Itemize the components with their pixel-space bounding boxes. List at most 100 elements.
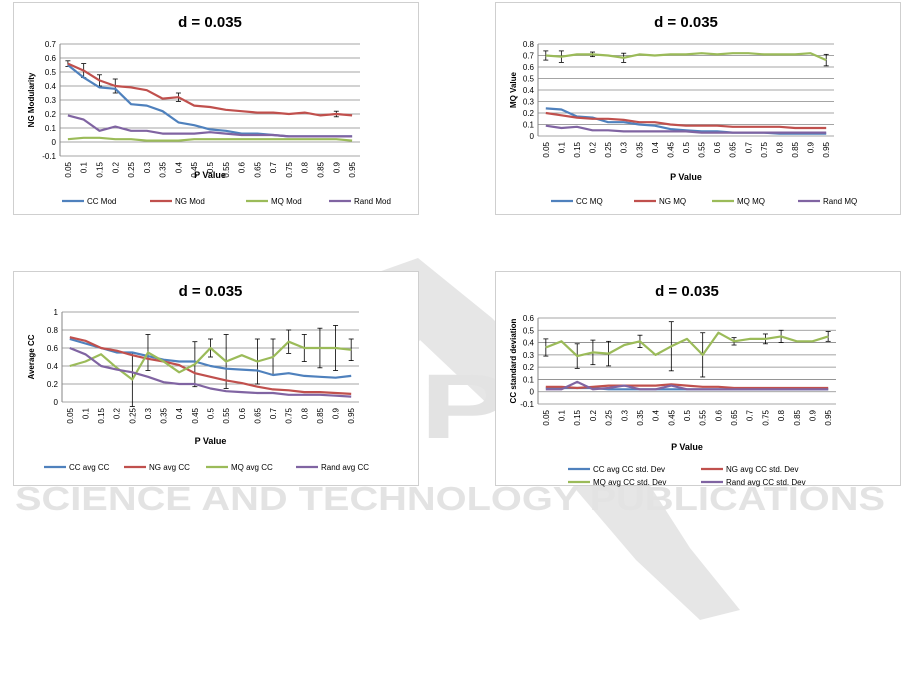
y-tick-label: 0.6	[45, 54, 57, 63]
x-tick-label: 0.85	[316, 407, 325, 423]
x-tick-label: 0.05	[542, 409, 551, 425]
x-tick-label: 0.8	[301, 161, 310, 173]
x-tick-label: 0.75	[285, 407, 294, 423]
y-tick-label: 0.2	[45, 110, 57, 119]
chart-panel-average-cc: d = 0.035 1 0.8 0.6 0.4 0.2 0 0.05 0.1 0.15 0.2 0.2…	[13, 271, 419, 486]
x-tick-label: 0.75	[760, 141, 769, 157]
chart-panel-mq-value: d = 0.035 0.8 0.7 0.6 0.5 0.4 0.3 0.2 0.1 0 0.05 0.…	[495, 2, 901, 215]
x-tick-label: 0.4	[652, 409, 661, 421]
x-tick-label: 0.1	[557, 141, 566, 153]
chart-title: d = 0.035	[179, 283, 243, 300]
chart-title: d = 0.035	[178, 14, 242, 31]
x-tick-label: 0.65	[253, 407, 262, 423]
y-tick-label: 0.3	[523, 98, 535, 107]
x-tick-label: 0.45	[667, 409, 676, 425]
y-axis-label: MQ Value	[509, 71, 518, 108]
y-tick-label: 0.8	[523, 40, 535, 49]
series-line	[545, 111, 827, 130]
y-tick-label: 0.7	[45, 40, 57, 49]
series-line	[69, 336, 352, 395]
series-line	[545, 52, 827, 62]
x-tick-label: 0.45	[190, 161, 199, 177]
x-tick-label: 0.9	[332, 161, 341, 173]
x-tick-label: 0.7	[746, 409, 755, 421]
legend-label: NG Mod	[175, 197, 205, 206]
x-tick-label: 0.3	[620, 409, 629, 421]
chart-cc-standard-deviation: d = 0.035 0.6 0.5 0.4 0.3 0.2 0.1 0 -0.1 0.05 0.1 0…	[509, 283, 836, 487]
x-axis-label: P Value	[194, 170, 226, 180]
x-tick-label: 0.5	[683, 409, 692, 421]
y-tick-label: 0.1	[523, 121, 535, 130]
chart-title: d = 0.035	[654, 14, 718, 31]
x-tick-label: 0.05	[64, 161, 73, 177]
x-tick-label: 0.2	[113, 407, 122, 419]
y-tick-label: -0.1	[42, 152, 56, 161]
chart-average-cc: d = 0.035 1 0.8 0.6 0.4 0.2 0 0.05 0.1 0.15 0.2 0.2…	[27, 283, 369, 472]
series-line	[545, 380, 829, 391]
y-tick-label: 0.3	[45, 96, 57, 105]
y-tick-label: 0.6	[523, 63, 535, 72]
x-tick-label: 0.9	[808, 409, 817, 421]
x-tick-label: 0.8	[300, 407, 309, 419]
legend-label: Rand avg CC std. Dev	[726, 478, 806, 487]
x-axis-label: P Value	[671, 442, 703, 452]
x-tick-label: 0.3	[144, 407, 153, 419]
y-tick-label: 0.7	[523, 52, 535, 61]
x-tick-label: 0.1	[81, 407, 90, 419]
x-tick-label: 0.4	[175, 407, 184, 419]
x-tick-label: 0.9	[807, 141, 816, 153]
x-tick-label: 0.15	[573, 409, 582, 425]
x-tick-label: 0.85	[317, 161, 326, 177]
y-tick-label: 0	[54, 398, 59, 407]
legend-label: NG avg CC	[149, 463, 190, 472]
y-tick-label: 1	[54, 308, 59, 317]
x-tick-label: 0.2	[589, 141, 598, 153]
x-tick-label: 0.55	[698, 141, 707, 157]
y-axis-label: NG Modularity	[27, 72, 36, 127]
x-tick-label: 0.9	[332, 407, 341, 419]
x-tick-label: 0.65	[253, 161, 262, 177]
x-tick-label: 0.15	[97, 407, 106, 423]
y-tick-label: -0.1	[520, 400, 534, 409]
x-tick-label: 0.5	[682, 141, 691, 153]
x-tick-label: 0.25	[605, 409, 614, 425]
x-tick-label: 0.75	[285, 161, 294, 177]
x-tick-label: 0.6	[238, 407, 247, 419]
x-tick-label: 0.4	[651, 141, 660, 153]
x-tick-label: 0.3	[620, 141, 629, 153]
x-axis-label: P Value	[195, 436, 227, 446]
x-tick-label: 0.35	[636, 409, 645, 425]
x-tick-label: 0.85	[791, 141, 800, 157]
x-tick-label: 0.1	[80, 161, 89, 173]
x-tick-label: 0.55	[222, 161, 231, 177]
legend-label: NG MQ	[659, 197, 686, 206]
legend-label: Rand MQ	[823, 197, 857, 206]
x-tick-label: 0.05	[542, 141, 551, 157]
legend-label: CC MQ	[576, 197, 603, 206]
series-line	[69, 340, 352, 381]
x-tick-label: 0.25	[127, 161, 136, 177]
x-tick-label: 0.15	[95, 161, 104, 177]
x-tick-label: 0.65	[729, 141, 738, 157]
series-line	[69, 337, 352, 379]
legend-label: MQ avg CC	[231, 463, 273, 472]
series-line	[545, 124, 827, 134]
x-tick-label: 0.25	[604, 141, 613, 157]
x-tick-label: 0.45	[191, 407, 200, 423]
x-tick-label: 0.8	[777, 409, 786, 421]
y-tick-label: 0.6	[523, 314, 535, 323]
x-tick-label: 0.2	[589, 409, 598, 421]
x-tick-label: 0.95	[347, 407, 356, 423]
x-tick-label: 0.5	[206, 161, 215, 173]
x-tick-label: 0.75	[761, 409, 770, 425]
y-tick-label: 0.5	[523, 75, 535, 84]
y-tick-label: 0.8	[47, 326, 59, 335]
y-tick-label: 0.2	[523, 363, 535, 372]
x-tick-label: 0.5	[207, 407, 216, 419]
watermark-tagline: SCIENCE AND TECHNOLOGY PUBLICATIONS	[15, 480, 885, 517]
x-tick-label: 0.7	[744, 141, 753, 153]
y-tick-label: 0.3	[523, 351, 535, 360]
x-axis-label: P Value	[670, 172, 702, 182]
y-tick-label: 0.5	[45, 68, 57, 77]
y-tick-label: 0.6	[47, 344, 59, 353]
